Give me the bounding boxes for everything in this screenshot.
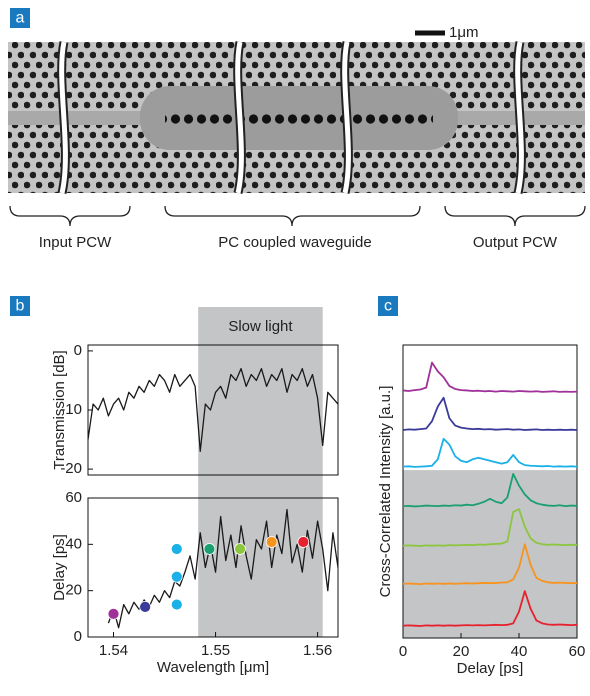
x-axis-label: Delay [ps] <box>457 660 524 677</box>
region-label: Output PCW <box>473 234 558 251</box>
data-point <box>203 543 216 555</box>
panel-label: c <box>384 298 392 315</box>
plot-frame <box>402 344 578 639</box>
sem-image <box>8 41 585 195</box>
y-tick-label: 60 <box>65 489 82 506</box>
x-tick-label: 40 <box>511 643 528 660</box>
data-point <box>170 598 183 611</box>
y-axis-label: Delay [ps] <box>51 534 68 601</box>
y-tick-label: 40 <box>65 535 82 552</box>
data-point <box>234 543 246 555</box>
x-tick-label: 0 <box>399 643 407 660</box>
braces <box>9 205 586 227</box>
data-point <box>265 536 278 548</box>
x-tick-label: 1.54 <box>99 642 128 659</box>
data-line <box>87 367 339 453</box>
data-point <box>170 570 183 583</box>
region-label: PC coupled waveguide <box>218 234 371 251</box>
y-axis-label: Transmission [dB] <box>51 350 68 469</box>
data-line <box>402 437 578 468</box>
region-label: Input PCW <box>39 234 112 251</box>
data-point <box>107 607 120 620</box>
data-line <box>402 473 578 508</box>
y-tick-label: 20 <box>65 582 82 599</box>
data-line <box>402 361 578 393</box>
y-tick-label: 0 <box>74 628 82 645</box>
data-point <box>170 543 183 555</box>
data-point <box>139 600 152 613</box>
y-tick-label: 0 <box>74 342 82 359</box>
x-tick-label: 1.56 <box>303 642 332 659</box>
scale-bar-label: 1μm <box>449 24 478 41</box>
panel-label: b <box>16 298 25 315</box>
data-line <box>402 543 578 585</box>
data-line <box>402 508 577 547</box>
y-tick-label: -10 <box>60 401 82 418</box>
y-axis-label: Cross-Correlated Intensity [a.u.] <box>377 386 394 598</box>
highlight-region <box>403 470 577 638</box>
highlight-region <box>198 307 323 637</box>
x-tick-label: 60 <box>569 643 586 660</box>
data-line <box>402 590 578 627</box>
x-tick-label: 20 <box>453 643 470 660</box>
panel-label: a <box>16 10 25 27</box>
panel-label-box <box>378 296 398 316</box>
panel-a: a 1μm Input PCW PC co <box>8 8 586 251</box>
x-tick-label: 1.55 <box>201 642 230 659</box>
data-line <box>402 396 578 431</box>
highlight-label: Slow light <box>228 318 293 335</box>
y-tick-label: -20 <box>60 460 82 477</box>
data-point <box>297 536 310 548</box>
panel-label-box <box>10 8 30 28</box>
panel-label-box <box>10 296 30 316</box>
x-axis-label: Wavelength [μm] <box>157 659 269 676</box>
